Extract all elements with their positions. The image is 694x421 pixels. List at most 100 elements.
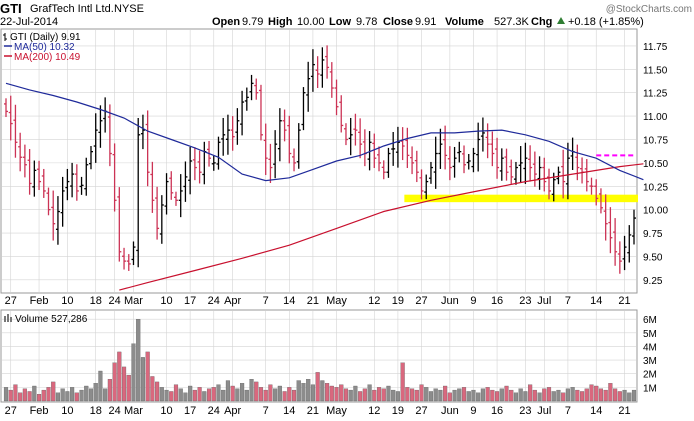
price-bar — [183, 161, 188, 202]
watermark: @StockCharts.com — [606, 4, 692, 15]
price-bar — [358, 118, 363, 159]
volume-bar — [221, 389, 226, 402]
price-bar — [589, 177, 594, 195]
x-tick-label: 16 — [491, 295, 503, 307]
x-tick-label: Feb — [30, 295, 49, 307]
x-tick-label: Jun — [441, 295, 459, 307]
volume-bar — [159, 387, 164, 402]
volume-bar — [353, 385, 358, 402]
volume-bar — [452, 389, 457, 402]
volume-tick-label: 2M — [643, 370, 657, 381]
volume-bar — [490, 389, 495, 402]
price-bar — [433, 136, 438, 189]
x-tick-label: 27 — [415, 295, 427, 307]
price-bar — [88, 146, 93, 170]
x-tick-label: 9 — [470, 405, 476, 417]
price-bar — [244, 87, 249, 111]
volume-bar — [476, 392, 481, 402]
volume-bar — [263, 389, 268, 402]
volume-bar — [376, 387, 382, 402]
x-tick-label: 14 — [590, 295, 602, 307]
volume-bar — [428, 391, 434, 402]
quote-date: 22-Jul-2014 — [0, 16, 58, 28]
volume-bar — [362, 388, 367, 402]
low-label: Low — [329, 16, 351, 28]
x-tick-label: 27 — [5, 405, 17, 417]
price-bar — [617, 241, 622, 274]
price-tick-label: 11.75 — [643, 42, 668, 53]
volume-bar — [565, 388, 570, 402]
volume-bar — [244, 389, 249, 402]
x-tick-label: 19 — [392, 405, 404, 417]
volume-bar — [55, 392, 61, 402]
ma50-legend-label: MA(50) 10.32 — [14, 42, 75, 53]
price-bar — [150, 161, 155, 213]
price-bar — [532, 151, 537, 187]
volume-bar — [249, 379, 254, 402]
volume-bar — [480, 388, 485, 402]
price-bar — [126, 254, 131, 271]
volume-bar — [532, 389, 537, 402]
price-bar — [197, 150, 202, 184]
x-tick-label: 17 — [184, 295, 196, 307]
volume-bar — [391, 389, 396, 402]
volume-bar — [495, 391, 500, 402]
volume-bar — [381, 388, 386, 402]
volume-bar — [513, 392, 519, 402]
price-bar — [258, 84, 263, 141]
volume-tick-label: 3M — [643, 356, 657, 367]
volume-bar — [594, 385, 599, 402]
close-label: Close — [383, 16, 413, 28]
low-value: 9.78 — [356, 16, 377, 28]
x-tick-label: 27 — [415, 405, 427, 417]
volume-bar — [107, 379, 112, 402]
volume-bar — [358, 391, 363, 402]
volume-bar — [164, 389, 169, 402]
volume-bar — [306, 379, 311, 402]
price-bar — [98, 105, 103, 148]
x-tick-label: 14 — [590, 405, 602, 417]
volume-bar — [518, 388, 523, 402]
volume-bar — [41, 389, 46, 402]
price-bar — [216, 136, 221, 170]
x-tick-label: 7 — [565, 295, 571, 307]
volume-bar — [301, 383, 306, 402]
volume-bar — [438, 389, 443, 402]
price-bar — [310, 49, 315, 92]
volume-bar — [211, 387, 216, 402]
x-tick-label: 10 — [160, 405, 172, 417]
volume-bar — [235, 388, 240, 402]
x-tick-label: May — [326, 295, 347, 307]
price-bar — [334, 79, 339, 116]
ma200-line — [119, 163, 644, 291]
price-bar — [513, 161, 518, 185]
volume-bar — [405, 387, 410, 402]
volume-bar — [608, 383, 613, 402]
volume-bar — [13, 384, 18, 402]
volume-bar — [419, 384, 424, 402]
volume-bar — [372, 389, 377, 402]
price-bar — [424, 174, 429, 200]
x-tick-label: 14 — [283, 295, 295, 307]
volume-bar — [258, 387, 264, 402]
volume-bar — [414, 389, 419, 402]
price-bar — [594, 179, 599, 206]
volume-bar — [343, 388, 349, 402]
x-tick-label: 7 — [565, 405, 571, 417]
volume-bar — [339, 384, 344, 402]
x-tick-label: 7 — [263, 295, 269, 307]
price-bar — [395, 126, 400, 168]
volume-bar — [471, 389, 476, 402]
x-tick-label: 21 — [618, 405, 630, 417]
volume-bar — [169, 391, 174, 402]
volume-bar — [84, 385, 89, 402]
price-tick-label: 9.25 — [643, 276, 663, 287]
up-triangle-icon — [557, 17, 565, 24]
price-bar — [315, 56, 320, 89]
x-tick-label: 21 — [307, 405, 319, 417]
volume-bar — [603, 389, 608, 402]
price-bar — [556, 166, 561, 185]
volume-bar — [206, 388, 212, 402]
price-bar — [320, 47, 325, 88]
price-bar — [353, 113, 358, 146]
